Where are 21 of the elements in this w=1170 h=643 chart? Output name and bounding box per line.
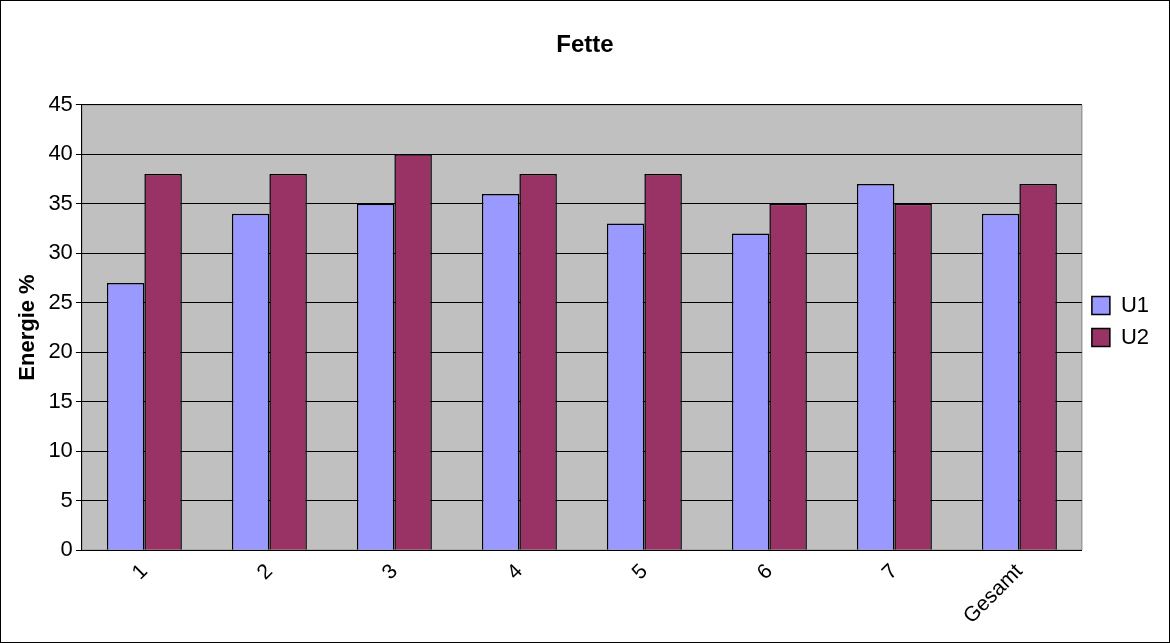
legend-label: U2 bbox=[1120, 323, 1149, 349]
x-tick-label: 6 bbox=[751, 558, 777, 584]
y-tick-label: 5 bbox=[60, 486, 73, 512]
x-tick-label: 1 bbox=[126, 558, 152, 584]
y-tick-label: 15 bbox=[48, 387, 73, 413]
x-tick-label: 4 bbox=[501, 558, 527, 584]
y-tick-label: 10 bbox=[48, 437, 73, 463]
y-tick-label: 25 bbox=[48, 288, 73, 314]
y-tick-label: 35 bbox=[48, 189, 73, 215]
legend-label: U1 bbox=[1120, 291, 1149, 317]
y-tick-label: 45 bbox=[48, 90, 73, 116]
x-tick-label: 7 bbox=[876, 558, 902, 584]
x-tick-label: 5 bbox=[626, 558, 652, 584]
y-tick-label: 20 bbox=[48, 338, 73, 364]
y-tick-label: 0 bbox=[60, 536, 73, 562]
x-tick-label: 3 bbox=[376, 558, 402, 584]
x-tick-label: 2 bbox=[251, 558, 277, 584]
chart-title: Fette bbox=[556, 30, 614, 58]
y-axis-title: Energie % bbox=[14, 274, 40, 381]
y-tick-label: 30 bbox=[48, 239, 73, 265]
y-tick-label: 40 bbox=[48, 140, 73, 166]
